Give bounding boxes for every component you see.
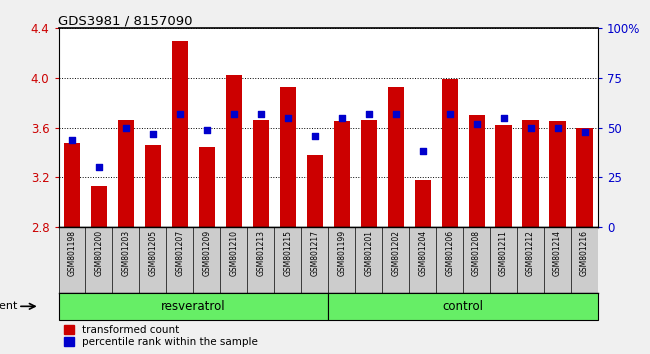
Text: GSM801204: GSM801204	[418, 230, 427, 276]
Text: GSM801198: GSM801198	[68, 230, 77, 276]
Point	[121, 125, 131, 130]
Text: GSM801211: GSM801211	[499, 230, 508, 276]
Bar	[118, 120, 134, 227]
Point	[579, 129, 590, 135]
Text: control: control	[443, 300, 484, 313]
Text: GSM801214: GSM801214	[553, 230, 562, 276]
Bar	[549, 121, 566, 227]
Text: resveratrol: resveratrol	[161, 300, 226, 313]
Text: GSM801203: GSM801203	[122, 230, 131, 276]
Point	[202, 127, 212, 132]
Text: GSM801205: GSM801205	[148, 230, 157, 276]
Text: GSM801200: GSM801200	[94, 230, 103, 276]
Point	[363, 111, 374, 116]
Point	[552, 125, 563, 130]
Bar	[523, 120, 539, 227]
Bar	[199, 148, 215, 227]
Bar	[307, 155, 323, 227]
Bar	[58, 293, 328, 320]
Point	[471, 121, 482, 126]
Point	[525, 125, 536, 130]
Text: GSM801212: GSM801212	[526, 230, 535, 276]
Bar	[577, 127, 593, 227]
Text: GDS3981 / 8157090: GDS3981 / 8157090	[58, 14, 193, 27]
Bar	[361, 120, 377, 227]
Point	[445, 111, 455, 116]
Text: GSM801201: GSM801201	[364, 230, 373, 276]
Point	[175, 111, 185, 116]
Text: agent: agent	[0, 301, 18, 311]
Bar	[172, 41, 188, 227]
Bar	[495, 125, 512, 227]
Bar	[387, 87, 404, 227]
Bar	[328, 293, 598, 320]
Point	[417, 149, 428, 154]
Bar	[280, 87, 296, 227]
Point	[67, 137, 77, 142]
Bar	[333, 121, 350, 227]
Bar	[415, 180, 431, 227]
Text: GSM801213: GSM801213	[256, 230, 265, 276]
Legend: transformed count, percentile rank within the sample: transformed count, percentile rank withi…	[64, 325, 258, 347]
Point	[391, 111, 401, 116]
Text: GSM801206: GSM801206	[445, 230, 454, 276]
Text: GSM801208: GSM801208	[472, 230, 481, 276]
Point	[94, 165, 104, 170]
Bar	[226, 75, 242, 227]
Text: GSM801217: GSM801217	[310, 230, 319, 276]
Text: GSM801209: GSM801209	[202, 230, 211, 276]
Text: GSM801210: GSM801210	[229, 230, 239, 276]
Text: GSM801199: GSM801199	[337, 230, 346, 276]
Bar	[441, 79, 458, 227]
Point	[309, 133, 320, 138]
Bar	[91, 186, 107, 227]
Point	[229, 111, 239, 116]
Bar	[469, 115, 485, 227]
Point	[148, 131, 158, 136]
Bar	[64, 143, 80, 227]
Text: GSM801202: GSM801202	[391, 230, 400, 276]
Point	[337, 115, 347, 120]
Text: GSM801216: GSM801216	[580, 230, 589, 276]
Point	[255, 111, 266, 116]
Point	[283, 115, 293, 120]
Point	[499, 115, 509, 120]
Text: GSM801215: GSM801215	[283, 230, 292, 276]
Bar	[253, 120, 269, 227]
Bar	[145, 145, 161, 227]
Text: GSM801207: GSM801207	[176, 230, 185, 276]
